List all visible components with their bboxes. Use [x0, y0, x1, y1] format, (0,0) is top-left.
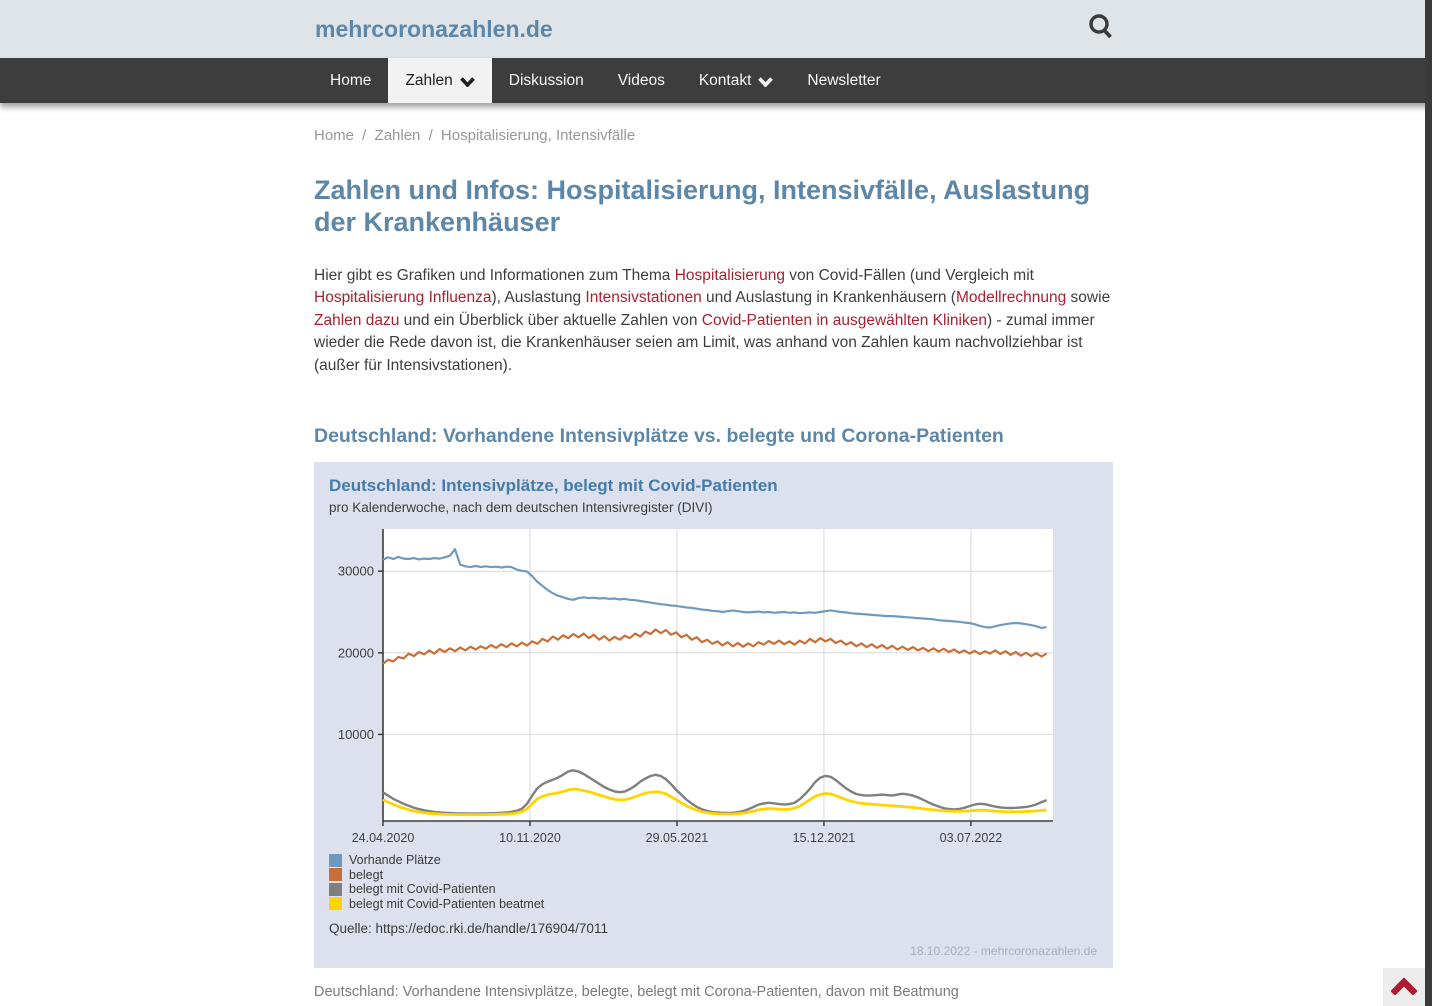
nav-item-label: Newsletter — [807, 71, 881, 89]
legend-label: Vorhande Plätze — [349, 853, 441, 868]
nav-item-label: Home — [330, 71, 372, 89]
nav-item-label: Kontakt — [698, 71, 752, 89]
site-title[interactable]: mehrcoronazahlen.de — [315, 16, 553, 42]
scrollbar[interactable] — [1425, 0, 1432, 1006]
legend-swatch — [329, 882, 342, 896]
page-title: Zahlen und Infos: Hospitalisierung, Inte… — [314, 175, 1091, 238]
legend-label: belegt mit Covid-Patienten — [349, 882, 496, 897]
chevron-down-icon — [758, 75, 774, 87]
nav-item-home[interactable]: Home — [313, 58, 388, 103]
nav-item-label: Videos — [617, 71, 665, 89]
main-nav-list: Home Zahlen Diskussion Videos Kontakt Newslet… — [313, 58, 1432, 103]
chart-caption: Deutschland: Vorhandene Intensivplätze, … — [314, 984, 959, 1001]
nav-item-newsletter[interactable]: Newsletter — [790, 58, 897, 103]
nav-item-zahlen[interactable]: Zahlen — [388, 58, 492, 103]
nav-item-kontakt[interactable]: Kontakt — [682, 58, 791, 103]
legend-item: Vorhande Plätze — [329, 853, 1113, 868]
svg-text:24.04.2020: 24.04.2020 — [352, 831, 415, 845]
main-nav: Home Zahlen Diskussion Videos Kontakt Newslet… — [0, 58, 1432, 103]
legend-label: belegt — [349, 867, 384, 882]
legend-item: belegt mit Covid-Patienten — [329, 882, 1113, 897]
intro-link[interactable]: Hospitalisierung — [674, 266, 785, 284]
svg-text:15.12.2021: 15.12.2021 — [793, 831, 856, 845]
svg-text:20000: 20000 — [338, 645, 374, 660]
chart-title: Deutschland: Intensivplätze, belegt mit … — [329, 476, 778, 496]
chart-date-stamp: 18.10.2022 - mehrcoronazahlen.de — [910, 944, 1097, 959]
svg-text:30000: 30000 — [338, 564, 374, 579]
main-content: Home / Zahlen / Hospitalisierung, Intens… — [314, 127, 1114, 1000]
svg-text:10.11.2020: 10.11.2020 — [499, 831, 561, 845]
intro-link[interactable]: Covid-Patienten in ausgewählten Kliniken — [701, 311, 987, 329]
chart-legend: Vorhande Plätze belegt belegt mit Covid-Pa… — [329, 853, 1113, 911]
svg-text:10000: 10000 — [338, 727, 374, 742]
chart-subtitle: pro Kalenderwoche, nach dem deutschen In… — [329, 500, 713, 516]
legend-swatch — [329, 897, 342, 911]
svg-text:03.07.2022: 03.07.2022 — [940, 831, 1003, 845]
legend-swatch — [329, 853, 342, 867]
svg-text:29.05.2021: 29.05.2021 — [646, 831, 709, 845]
intro-link[interactable]: Zahlen dazu — [314, 311, 400, 329]
breadcrumb-item[interactable]: Zahlen — [374, 127, 421, 144]
nav-item-diskussion[interactable]: Diskussion — [492, 58, 601, 103]
chart-plot: 10000 20000 30000 24.04.2020 10.11.2020 29.05… — [338, 529, 1053, 845]
intro-paragraph: Hier gibt es Grafiken und Informationen … — [314, 266, 1111, 374]
legend-item: belegt — [329, 868, 1113, 883]
scroll-to-top-button[interactable] — [1383, 968, 1425, 1006]
legend-label: belegt mit Covid-Patienten beatmet — [349, 896, 545, 911]
chevron-down-icon — [459, 75, 475, 87]
legend-swatch — [329, 868, 342, 882]
breadcrumb-separator: / — [358, 127, 371, 144]
intro-link[interactable]: Hospitalisierung Influenza — [314, 289, 492, 307]
breadcrumb-separator: / — [424, 127, 437, 144]
search-icon[interactable] — [1084, 11, 1120, 47]
intro-link[interactable]: Intensivstationen — [585, 289, 702, 307]
nav-item-label: Diskussion — [508, 71, 584, 89]
chart-panel: Deutschland: Intensivplätze, belegt mit … — [314, 462, 1113, 969]
chart-source: Quelle: https://edoc.rki.de/handle/17690… — [329, 921, 608, 937]
nav-item-label: Zahlen — [405, 71, 453, 89]
breadcrumb-item: Hospitalisierung, Intensivfälle — [440, 127, 636, 144]
chevron-up-icon — [1390, 976, 1418, 998]
site-header: mehrcoronazahlen.de — [0, 0, 1432, 58]
breadcrumb: Home / Zahlen / Hospitalisierung, Intens… — [314, 127, 1114, 144]
nav-item-videos[interactable]: Videos — [601, 58, 682, 103]
section-heading: Deutschland: Vorhandene Intensivplätze v… — [314, 425, 1004, 448]
legend-item: belegt mit Covid-Patienten beatmet — [329, 897, 1113, 912]
intro-link[interactable]: Modellrechnung — [955, 289, 1067, 307]
breadcrumb-item[interactable]: Home — [314, 127, 355, 144]
